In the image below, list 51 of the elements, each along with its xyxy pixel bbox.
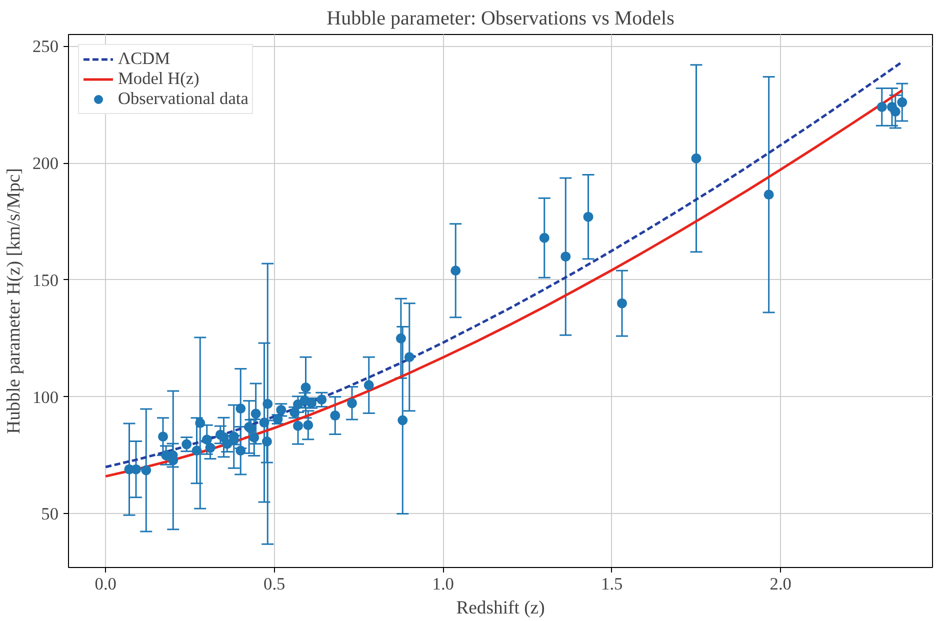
point (236, 446, 246, 456)
x-tick-label: 1.0 (432, 574, 454, 594)
point (259, 418, 270, 428)
x-axis-title: Redshift (z) (456, 598, 545, 618)
point (539, 232, 550, 243)
point (300, 382, 311, 392)
point (404, 352, 414, 362)
point (195, 418, 206, 428)
point (764, 190, 774, 200)
y-axis-title: Hubble parameter H(z) [km/s/Mpc] (4, 168, 25, 434)
point (617, 298, 627, 308)
y-tick-label: 100 (32, 388, 59, 407)
point (293, 420, 303, 431)
point (347, 398, 357, 408)
point (330, 410, 340, 421)
legend-label: ΛCDM (118, 49, 170, 69)
point (396, 333, 406, 344)
point (182, 439, 192, 450)
legend-label: Model H(z) (118, 69, 200, 89)
point (450, 266, 461, 276)
point (364, 380, 374, 390)
point (316, 394, 327, 405)
point (262, 398, 273, 409)
y-tick-label: 50 (41, 504, 58, 524)
legend-label: Observational data (118, 89, 248, 109)
point (303, 420, 314, 430)
y-tick-label: 200 (32, 154, 59, 174)
y-tick-label: 250 (32, 37, 59, 56)
point (691, 153, 702, 164)
point (141, 465, 152, 476)
point (890, 106, 900, 117)
point (205, 442, 216, 453)
point (192, 446, 202, 456)
point (249, 432, 260, 443)
point (202, 434, 212, 445)
x-tick-label: 0.5 (264, 574, 286, 594)
x-tick-label: 2.0 (770, 574, 792, 594)
point (262, 436, 272, 446)
point (876, 102, 887, 112)
point (398, 415, 408, 426)
point (250, 408, 261, 419)
point (236, 404, 246, 414)
y-tick-label: 150 (32, 270, 59, 290)
chart-title: Hubble parameter: Observations vs Models (326, 8, 675, 30)
point (560, 252, 571, 262)
point (131, 464, 141, 474)
point (897, 97, 908, 108)
point (583, 212, 594, 222)
point (158, 432, 168, 442)
x-tick-label: 1.5 (601, 574, 623, 594)
x-tick-label: 0.0 (94, 574, 116, 594)
